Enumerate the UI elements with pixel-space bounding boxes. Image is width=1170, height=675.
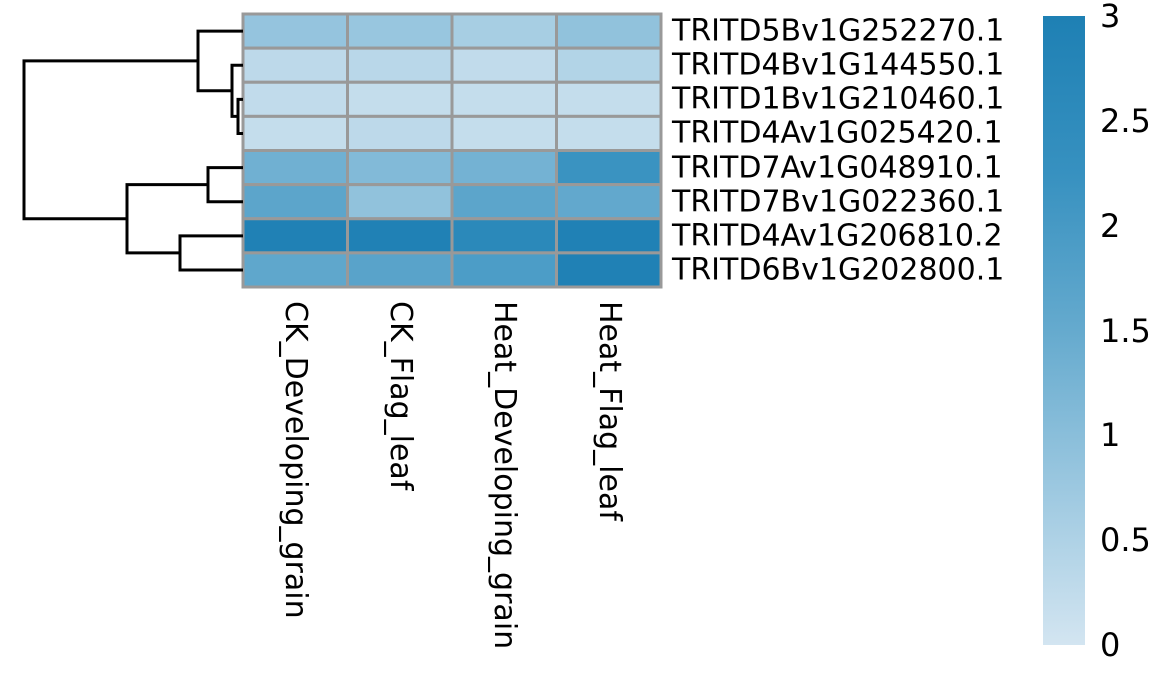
column-label: Heat_Flag_leaf bbox=[591, 301, 627, 521]
dendrogram-link bbox=[196, 29, 243, 93]
heatmap-cell bbox=[555, 149, 663, 187]
row-label: TRITD4Av1G206810.2 bbox=[672, 218, 1003, 254]
heatmap-cell bbox=[241, 46, 349, 84]
dendrogram-link bbox=[178, 234, 243, 272]
heatmap-cell bbox=[346, 114, 454, 152]
heatmap-cell bbox=[346, 12, 454, 50]
heatmap-cell bbox=[555, 183, 663, 221]
dendrogram-link bbox=[206, 166, 243, 204]
colorbar-tick-label: 1.5 bbox=[1100, 311, 1151, 350]
heatmap-cell bbox=[241, 149, 349, 187]
colorbar-tick-label: 0.5 bbox=[1100, 521, 1151, 560]
heatmap-cell bbox=[450, 217, 558, 255]
heatmap-cell bbox=[450, 12, 558, 50]
heatmap-cell bbox=[450, 183, 558, 221]
row-label: TRITD5Bv1G252270.1 bbox=[672, 13, 1005, 49]
heatmap-cell bbox=[450, 251, 558, 289]
heatmap-cell bbox=[555, 251, 663, 289]
heatmap-cell bbox=[346, 217, 454, 255]
row-label: TRITD1Bv1G210460.1 bbox=[672, 81, 1005, 117]
colorbar-tick-label: 2 bbox=[1100, 206, 1121, 245]
column-label: CK_Developing_grain bbox=[278, 301, 314, 619]
row-label: TRITD6Bv1G202800.1 bbox=[672, 252, 1005, 288]
colorbar-gradient bbox=[1043, 16, 1085, 645]
row-label: TRITD7Av1G048910.1 bbox=[672, 150, 1003, 186]
heatmap-cell bbox=[346, 80, 454, 118]
heatmap-cell bbox=[241, 12, 349, 50]
heatmap-cell bbox=[555, 80, 663, 118]
column-label: CK_Flag_leaf bbox=[382, 301, 418, 491]
colorbar-tick-label: 3 bbox=[1100, 0, 1121, 35]
colorbar-tick-label: 2.5 bbox=[1100, 101, 1151, 140]
colorbar-tick-label: 0 bbox=[1100, 626, 1121, 664]
heatmap-cell bbox=[346, 46, 454, 84]
heatmap-cell bbox=[450, 80, 558, 118]
heatmap-cell bbox=[346, 251, 454, 289]
heatmap-cell bbox=[346, 183, 454, 221]
heatmap-cell bbox=[346, 149, 454, 187]
row-label: TRITD4Bv1G144550.1 bbox=[672, 47, 1005, 83]
row-label: TRITD7Bv1G022360.1 bbox=[672, 184, 1005, 220]
heatmap-cell bbox=[555, 217, 663, 255]
row-label: TRITD4Av1G025420.1 bbox=[672, 115, 1003, 151]
dendrogram-link bbox=[22, 59, 198, 221]
dendrogram-link bbox=[125, 183, 208, 255]
heatmap-cell bbox=[241, 217, 349, 255]
colorbar-tick-label: 1 bbox=[1100, 416, 1121, 455]
heatmap-cell bbox=[241, 80, 349, 118]
heatmap-cell bbox=[555, 12, 663, 50]
heatmap-cell bbox=[241, 183, 349, 221]
heatmap-cell bbox=[555, 114, 663, 152]
heatmap-cell bbox=[241, 251, 349, 289]
heatmap-cell bbox=[450, 46, 558, 84]
heatmap-cell bbox=[450, 149, 558, 187]
heatmap-cell bbox=[555, 46, 663, 84]
column-label: Heat_Developing_grain bbox=[487, 301, 523, 650]
heatmap-cell bbox=[450, 114, 558, 152]
heatmap-cell bbox=[241, 114, 349, 152]
